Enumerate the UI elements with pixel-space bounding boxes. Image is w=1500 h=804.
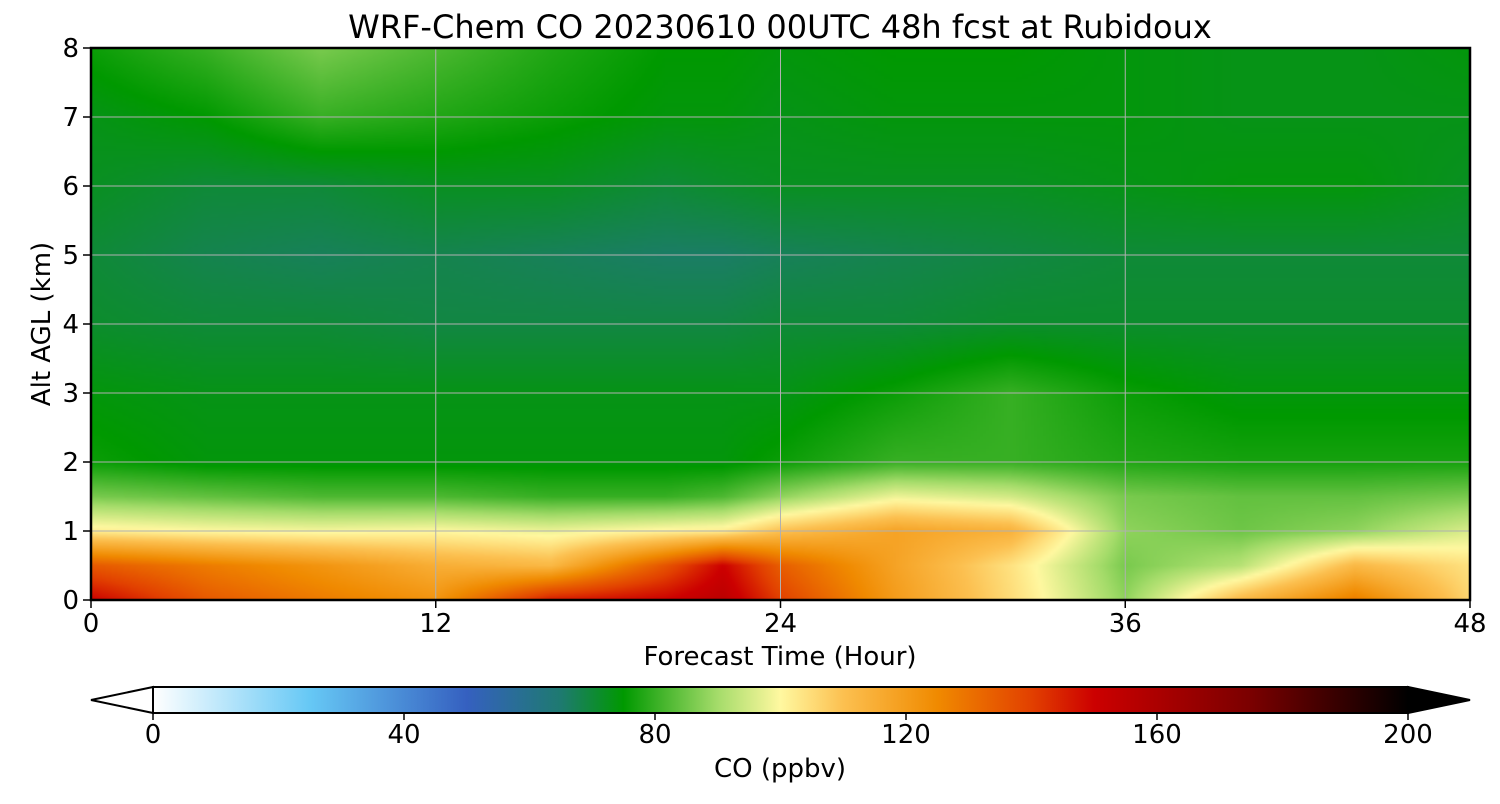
colorbar-extend-high <box>1407 685 1471 715</box>
colorbar-extend-low <box>90 685 154 715</box>
y-tick-label: 6 <box>62 172 79 202</box>
grid-lines <box>91 48 1470 600</box>
colorbar-tick-label: 40 <box>387 720 420 750</box>
y-tick-label: 3 <box>62 379 79 409</box>
colorbar-tick-label: 120 <box>881 720 931 750</box>
colorbar-tick-label: 80 <box>638 720 671 750</box>
chart-title: WRF-Chem CO 20230610 00UTC 48h fcst at R… <box>348 8 1212 46</box>
y-axis-ticks: 0 1 2 3 4 5 6 7 8 <box>62 34 91 616</box>
y-tick-label: 1 <box>62 517 79 547</box>
y-tick-label: 5 <box>62 241 79 271</box>
y-tick-label: 0 <box>62 586 79 616</box>
colorbar-gradient <box>152 686 1409 714</box>
x-tick-label: 12 <box>419 609 452 639</box>
colorbar-tick-label: 0 <box>145 720 162 750</box>
y-axis-label: Alt AGL (km) <box>27 242 57 406</box>
y-tick-label: 2 <box>62 448 79 478</box>
x-tick-label: 0 <box>83 609 100 639</box>
colorbar-tick-label: 160 <box>1132 720 1182 750</box>
x-tick-label: 36 <box>1109 609 1142 639</box>
x-tick-label: 24 <box>764 609 797 639</box>
y-tick-label: 4 <box>62 310 79 340</box>
y-tick-label: 7 <box>62 103 79 133</box>
y-tick-label: 8 <box>62 34 79 64</box>
x-axis-ticks: 0 12 24 36 48 <box>83 600 1487 639</box>
x-tick-label: 48 <box>1453 609 1486 639</box>
colorbar-ticks: 0 40 80 120 160 200 <box>145 713 1433 750</box>
colorbar-tick-label: 200 <box>1383 720 1433 750</box>
colorbar-label: CO (ppbv) <box>714 754 846 784</box>
colorbar: 0 40 80 120 160 200 CO (ppbv) <box>90 685 1471 784</box>
x-axis-label: Forecast Time (Hour) <box>643 642 916 672</box>
